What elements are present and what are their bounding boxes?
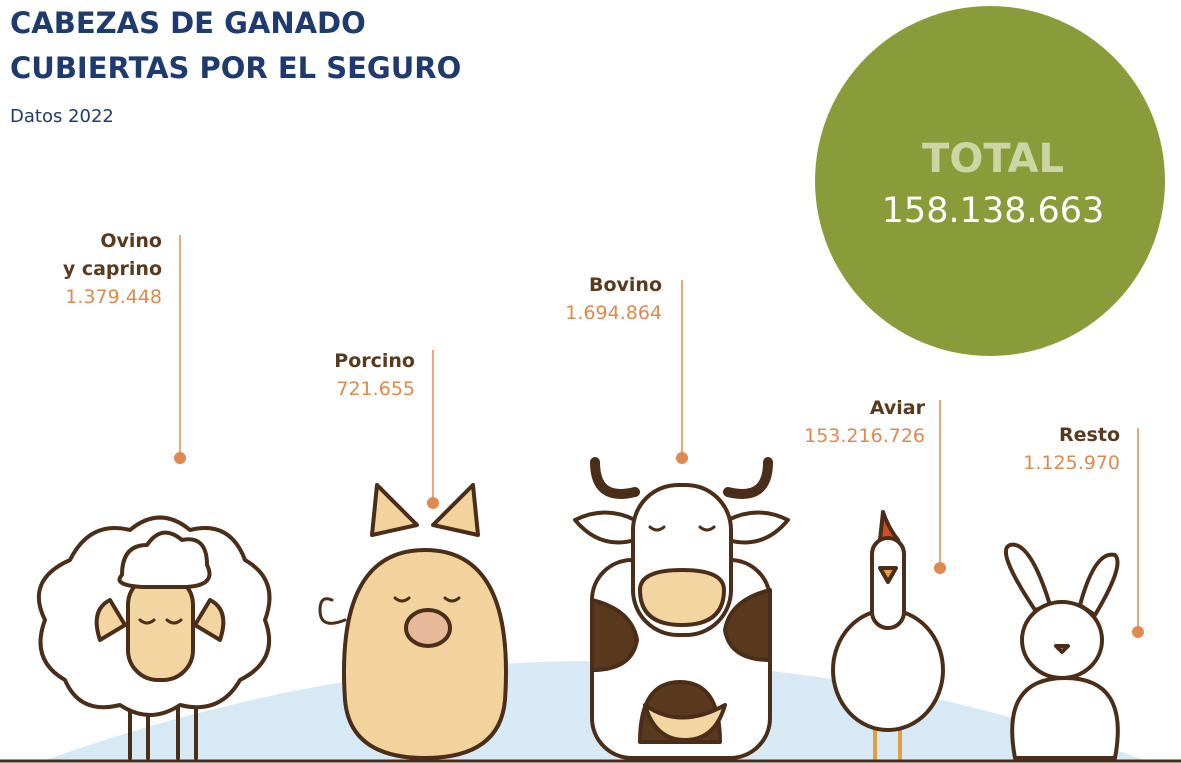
- title-line: CABEZAS DE GANADO: [10, 6, 366, 40]
- leader-dot: [934, 562, 946, 574]
- item-value: 1.379.448: [65, 286, 162, 308]
- leader-dot: [174, 452, 186, 464]
- total-label: TOTAL: [922, 136, 1064, 182]
- item-value: 153.216.726: [804, 425, 925, 447]
- item-value: 1.694.864: [565, 302, 662, 324]
- chicken: [831, 510, 945, 760]
- rabbit: [1003, 542, 1120, 760]
- title-line: CUBIERTAS POR EL SEGURO: [10, 51, 461, 85]
- pig: [318, 483, 508, 760]
- item-label: Bovino: [589, 274, 662, 296]
- leader-dot: [676, 452, 688, 464]
- item-value: 1.125.970: [1023, 452, 1120, 474]
- item-label: Porcino: [334, 350, 415, 372]
- item-label: Aviar: [870, 397, 926, 419]
- total-value: 158.138.663: [882, 191, 1105, 231]
- item-value: 721.655: [336, 378, 415, 400]
- sheep: [36, 515, 272, 760]
- cow: [573, 457, 790, 760]
- leader-dot: [1132, 626, 1144, 638]
- total-circle: [815, 6, 1165, 356]
- item-label: Ovino: [100, 230, 162, 252]
- subtitle: Datos 2022: [10, 106, 114, 127]
- leader-dot: [427, 497, 439, 509]
- item-label: Resto: [1059, 424, 1120, 446]
- item-label: y caprino: [63, 258, 162, 280]
